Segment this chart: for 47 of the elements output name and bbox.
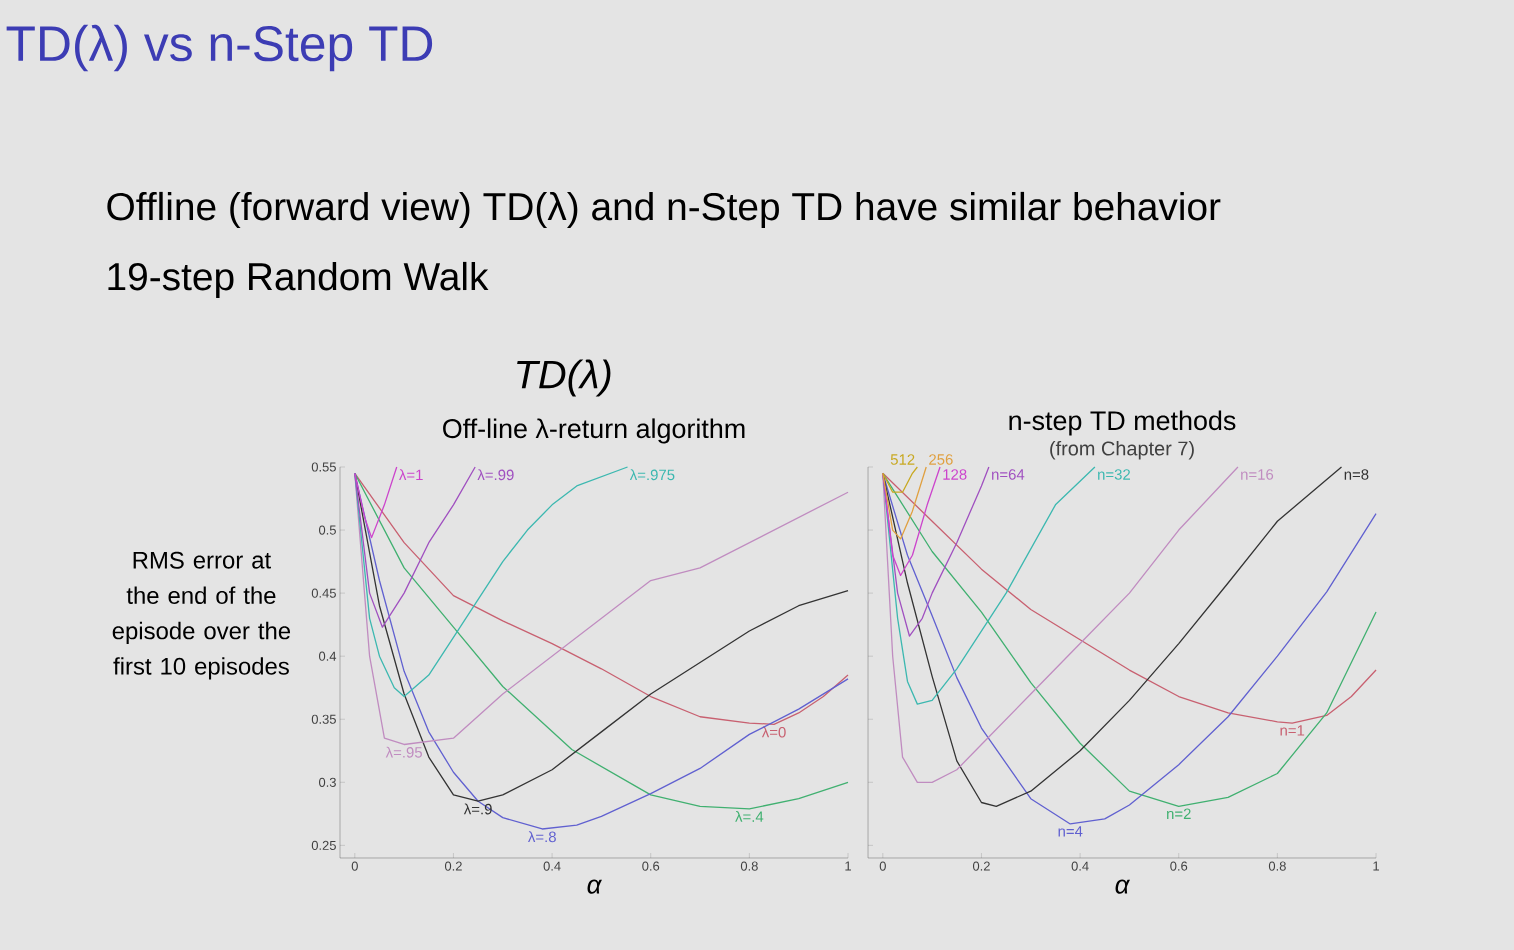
series-label: λ=.4 bbox=[735, 811, 764, 822]
chart-subtitle: (from Chapter 7) bbox=[1050, 440, 1194, 460]
series-label: λ=.99 bbox=[477, 469, 514, 481]
y-tick-label: 0.55 bbox=[311, 462, 336, 472]
x-tick-label: 0.6 bbox=[1170, 861, 1188, 871]
series-label: λ=.8 bbox=[528, 831, 556, 843]
text: TD(λ) bbox=[517, 359, 611, 397]
text: 19-step Random Walk bbox=[108, 261, 489, 299]
x-tick-label: 0 bbox=[879, 861, 886, 871]
series-label: n=8 bbox=[1344, 469, 1369, 480]
series-label: λ=.9 bbox=[463, 803, 492, 815]
series-label: 128 bbox=[943, 469, 967, 480]
y-tick-label: 0.4 bbox=[318, 651, 337, 661]
x-tick-label: 0 bbox=[351, 861, 358, 871]
series-label: n=4 bbox=[1058, 826, 1083, 837]
series-label: λ=0 bbox=[761, 726, 786, 738]
x-tick-label: 1 bbox=[845, 861, 851, 871]
y-tick-label: 0.3 bbox=[318, 777, 336, 787]
x-tick-label: 0.4 bbox=[543, 861, 561, 871]
series-label: n=64 bbox=[992, 469, 1025, 480]
x-tick-label: 0.8 bbox=[1268, 861, 1286, 871]
series-label: λ=1 bbox=[399, 469, 423, 481]
x-tick-label: 0.8 bbox=[740, 861, 758, 871]
chart-title: n-step TD methods bbox=[1009, 410, 1236, 436]
series-label: 256 bbox=[929, 454, 953, 465]
x-tick-label: 0.2 bbox=[972, 861, 990, 871]
x-tick-label: 1 bbox=[1373, 861, 1380, 871]
series-label: 512 bbox=[890, 454, 915, 465]
x-tick-label: 0.4 bbox=[1071, 861, 1089, 871]
series-label: n=16 bbox=[1241, 469, 1274, 480]
text: Offline (forward view) TD(λ) and n-Step TD have similar behavior bbox=[107, 191, 1221, 229]
series-label: n=2 bbox=[1167, 808, 1191, 819]
series-label: λ=.975 bbox=[629, 469, 675, 481]
y-tick-label: 0.25 bbox=[311, 840, 336, 850]
series-label: n=1 bbox=[1280, 725, 1305, 736]
y-tick-label: 0.5 bbox=[318, 525, 336, 535]
chart-title: Off-line λ-return algorithm bbox=[443, 418, 745, 444]
x-axis-title: α bbox=[587, 879, 602, 894]
x-tick-label: 0.2 bbox=[444, 861, 462, 871]
y-axis-title: RMS error at the end of the episode over the first 10 episodes bbox=[112, 551, 291, 680]
x-axis-title: α bbox=[1115, 879, 1131, 894]
text: TD(λ) vs n-Step TD bbox=[6, 24, 433, 72]
series-label: λ=.95 bbox=[385, 746, 422, 758]
x-tick-label: 0.6 bbox=[642, 861, 660, 871]
y-tick-label: 0.35 bbox=[311, 714, 336, 724]
series-label: n=32 bbox=[1098, 469, 1131, 480]
y-tick-label: 0.45 bbox=[311, 588, 336, 598]
